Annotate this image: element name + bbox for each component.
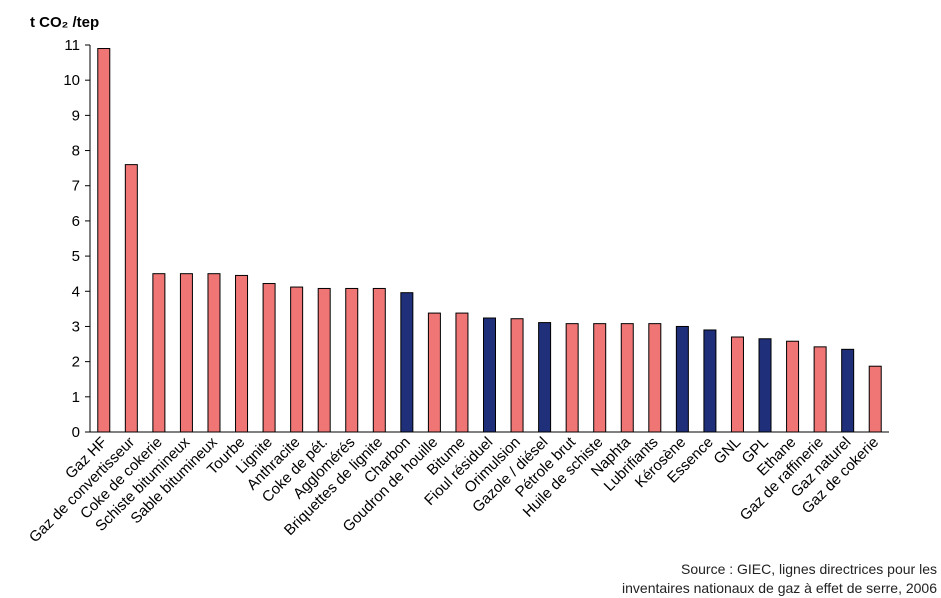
bar (179, 273, 193, 433)
bar (758, 338, 772, 433)
bar (703, 329, 717, 433)
y-tick-label: 5 (72, 248, 80, 265)
bar (841, 348, 855, 433)
bar (675, 325, 689, 433)
y-tick-label: 6 (72, 213, 80, 230)
bar (483, 317, 496, 433)
y-tick-label: 9 (72, 107, 80, 124)
y-tick-label: 3 (72, 318, 80, 335)
bar (427, 312, 441, 433)
bar (235, 274, 249, 433)
y-tick-label: 2 (72, 354, 80, 371)
bar (593, 323, 607, 433)
source-line-1: Source : GIEC, lignes directrices pour l… (681, 561, 937, 577)
y-tick-label: 7 (72, 178, 80, 195)
bar (868, 365, 882, 433)
bar (786, 340, 800, 433)
x-tick-label: GNL (710, 434, 744, 468)
bar (565, 323, 579, 433)
bar (730, 336, 744, 433)
y-tick-label: 8 (72, 143, 80, 160)
y-tick-label: 11 (64, 37, 80, 54)
bar (620, 323, 634, 433)
bar (124, 164, 138, 433)
bar (538, 322, 552, 433)
bars (97, 48, 882, 433)
bar (345, 287, 359, 433)
bar (400, 292, 414, 433)
bar (262, 283, 276, 433)
bar (97, 48, 111, 433)
bar (648, 323, 662, 433)
bar (207, 273, 221, 433)
source-line-2: inventaires nationaux de gaz à effet de … (622, 580, 937, 596)
y-axis: 0 1 2 3 4 5 6 7 8 9 10 11 (63, 37, 889, 441)
y-axis-label: t CO₂ /tep (30, 14, 99, 31)
y-tick-label: 4 (72, 283, 80, 300)
y-tick-label: 1 (72, 389, 80, 406)
bar (455, 312, 469, 433)
bar (152, 273, 166, 433)
bar (290, 286, 304, 433)
y-tick-label: 0 (72, 424, 80, 441)
bar (372, 287, 386, 433)
bar (813, 346, 827, 433)
bar (317, 287, 331, 433)
y-tick-label: 10 (63, 72, 80, 89)
bar (510, 318, 524, 433)
